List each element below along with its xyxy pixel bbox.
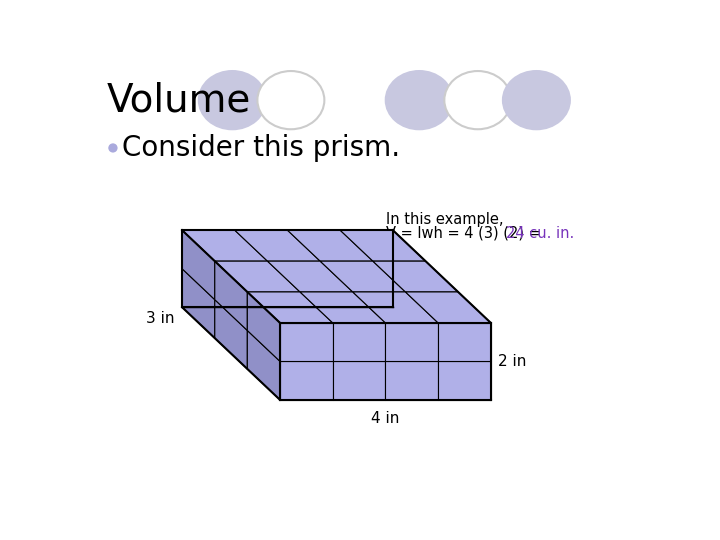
Polygon shape	[267, 261, 353, 292]
Polygon shape	[215, 300, 248, 369]
Ellipse shape	[503, 71, 570, 129]
Polygon shape	[280, 361, 333, 400]
Text: 4 in: 4 in	[371, 411, 400, 426]
Polygon shape	[287, 231, 373, 261]
Polygon shape	[182, 231, 267, 261]
Text: 2 in: 2 in	[498, 354, 527, 369]
Text: Volume: Volume	[107, 82, 251, 119]
Text: In this example,: In this example,	[386, 212, 503, 227]
Polygon shape	[385, 323, 438, 361]
Ellipse shape	[444, 71, 511, 129]
Polygon shape	[248, 292, 280, 361]
Polygon shape	[215, 261, 248, 330]
Text: 3 in: 3 in	[146, 311, 174, 326]
Circle shape	[108, 143, 117, 153]
Polygon shape	[248, 292, 333, 323]
Polygon shape	[341, 231, 426, 261]
Ellipse shape	[258, 71, 324, 129]
Polygon shape	[405, 292, 490, 323]
Polygon shape	[182, 269, 215, 338]
Polygon shape	[385, 361, 438, 400]
Polygon shape	[438, 361, 490, 400]
Ellipse shape	[199, 71, 266, 129]
Text: 24 cu. in.: 24 cu. in.	[506, 226, 574, 241]
Ellipse shape	[386, 71, 453, 129]
Text: Consider this prism.: Consider this prism.	[122, 134, 400, 162]
Polygon shape	[320, 261, 405, 292]
Polygon shape	[373, 261, 458, 292]
Polygon shape	[333, 361, 385, 400]
Polygon shape	[235, 231, 320, 261]
Polygon shape	[182, 231, 215, 300]
Polygon shape	[248, 330, 280, 400]
Polygon shape	[300, 292, 385, 323]
Text: V = lwh = 4 (3) (2) =: V = lwh = 4 (3) (2) =	[386, 226, 545, 241]
Polygon shape	[438, 323, 490, 361]
Polygon shape	[333, 323, 385, 361]
Polygon shape	[215, 261, 300, 292]
Polygon shape	[353, 292, 438, 323]
Polygon shape	[280, 323, 333, 361]
